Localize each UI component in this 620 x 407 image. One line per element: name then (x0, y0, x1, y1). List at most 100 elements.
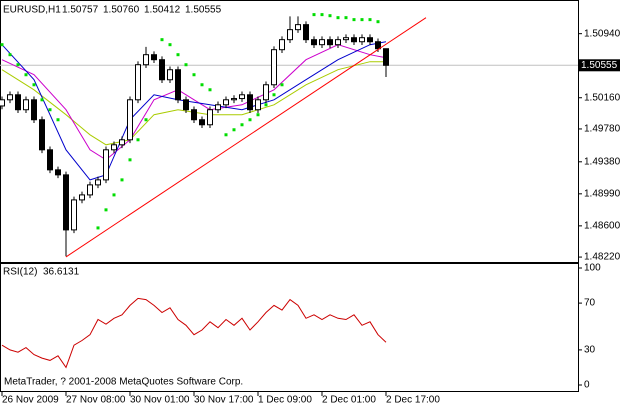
rsi-title: RSI(12) (3, 267, 37, 278)
candle-body (255, 99, 261, 111)
rsi-pane (0, 263, 579, 392)
x-tick-label: 1 Dec 09:00 (258, 395, 312, 406)
candle-body (351, 37, 357, 43)
candle-body (231, 98, 237, 101)
y-tick-label: 30 (584, 345, 596, 356)
sar-dot (32, 83, 36, 87)
candle-body (311, 39, 317, 46)
candle-body (143, 54, 149, 66)
y-tick-label: 1.49780 (584, 124, 620, 135)
y-tick-label: 1.48220 (584, 252, 620, 263)
candle-body (15, 94, 21, 111)
sar-dot (240, 123, 244, 127)
sar-dot (56, 118, 60, 122)
x-tick-label: 27 Nov 08:00 (66, 395, 126, 406)
sar-dot (208, 88, 212, 92)
symbol-title: EURUSD,H1 (3, 5, 61, 16)
x-tick-label: 2 Dec 17:00 (386, 395, 440, 406)
sar-dot (96, 226, 100, 230)
candle-body (135, 64, 141, 101)
sar-dot (336, 16, 340, 20)
candle-body (279, 39, 285, 51)
candle-body (359, 37, 365, 43)
sar-dot (360, 18, 364, 22)
candle-body (207, 109, 213, 126)
candle-body (335, 39, 341, 46)
bid-label-box (578, 59, 620, 72)
x-tick-label: 26 Nov 2009 (2, 395, 59, 406)
open-label: 1.50757 (62, 5, 99, 16)
candle-body (167, 69, 173, 81)
sar-dot (328, 14, 332, 18)
candle-body (247, 94, 253, 111)
sar-dot (112, 193, 116, 197)
sar-dot (136, 138, 140, 142)
sar-dot (344, 16, 348, 20)
sar-dot (8, 53, 12, 57)
sar-dot (248, 118, 252, 122)
candle-body (327, 39, 333, 46)
bid-label: 1.50555 (581, 60, 618, 71)
candle-body (287, 29, 293, 41)
sar-dot (0, 43, 4, 47)
sar-dot (280, 83, 284, 87)
low-label: 1.50412 (144, 5, 181, 16)
layer: 1.50940 1.50160 1.49780 1.49380 1.48990 1.486… (0, 13, 620, 406)
y-tick-label: 1.48600 (584, 221, 620, 232)
sar-dot (368, 18, 372, 22)
candle-body (199, 119, 205, 126)
y-tick-label: 70 (584, 298, 596, 309)
candle-body (191, 109, 197, 121)
y-tick-label: 1.50160 (584, 92, 620, 103)
candle-body (103, 149, 109, 181)
candle-body (215, 104, 221, 111)
sar-dot (184, 63, 188, 67)
y-tick-label: 1.50940 (584, 28, 620, 39)
candle-body (239, 94, 245, 100)
candle-body (111, 144, 117, 151)
candle-body (343, 37, 349, 41)
sar-dot (168, 43, 172, 47)
sar-dot (160, 38, 164, 42)
sar-dot (144, 118, 148, 122)
candle-body (175, 69, 181, 101)
sar-dot (24, 73, 28, 77)
price-pane (0, 0, 579, 263)
candle-body (79, 194, 85, 201)
sar-dot (320, 13, 324, 17)
candle-body (263, 84, 269, 101)
copyright: MetaTrader, ? 2001-2008 MetaQuotes Softw… (4, 377, 243, 388)
sar-dot (224, 133, 228, 137)
sar-dot (312, 13, 316, 17)
sar-dot (272, 93, 276, 97)
candle-body (319, 39, 325, 46)
rsi-line (1, 297, 387, 369)
candle-body (0, 99, 5, 107)
y-tick-label: 1.49380 (584, 156, 620, 167)
candle-body (151, 54, 157, 61)
candle-body (375, 41, 381, 50)
sar-dot (192, 73, 196, 77)
x-tick-label: 30 Nov 01:00 (130, 395, 190, 406)
candle-body (295, 24, 301, 31)
candle-body (127, 99, 133, 141)
candle-body (383, 48, 389, 66)
sar-dot (128, 158, 132, 162)
rsi-value: 36.6131 (43, 267, 80, 278)
sar-dot (104, 208, 108, 212)
candle-body (159, 59, 165, 81)
candle-body (119, 139, 125, 146)
sar-dot (120, 178, 124, 182)
sar-dot (48, 108, 52, 112)
candle-body (183, 99, 189, 111)
candle-body (303, 24, 309, 41)
sar-dot (200, 83, 204, 87)
candle-body (47, 149, 53, 171)
sar-dot (232, 128, 236, 132)
sar-dot (40, 98, 44, 102)
sar-dot (376, 20, 380, 24)
sar-dot (352, 18, 356, 22)
x-tick-label: 30 Nov 17:00 (194, 395, 254, 406)
